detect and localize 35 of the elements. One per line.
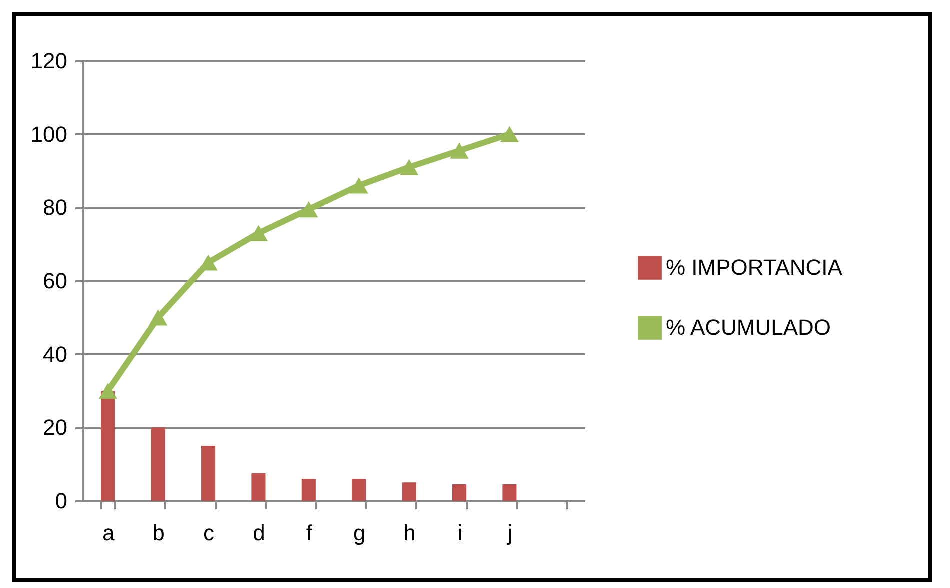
bar <box>151 428 166 501</box>
bar <box>101 391 116 501</box>
y-tick-label: 20 <box>43 415 68 440</box>
y-tick-label: 120 <box>30 48 68 74</box>
bar <box>502 484 517 501</box>
point <box>450 142 469 159</box>
bar <box>201 446 216 501</box>
x-tick-label: d <box>253 520 266 546</box>
y-tick-label: 60 <box>43 268 68 294</box>
bar <box>252 474 266 501</box>
point <box>500 126 520 142</box>
bar <box>352 479 366 501</box>
x-tick-label: b <box>152 520 165 546</box>
x-tick-label: j <box>506 520 513 546</box>
bar <box>452 484 467 501</box>
y-tick-label: 100 <box>30 122 68 147</box>
x-tick-label: h <box>404 520 416 546</box>
point <box>98 382 118 400</box>
point <box>400 159 419 176</box>
bar <box>302 479 316 501</box>
point <box>249 225 268 242</box>
point <box>148 310 168 326</box>
x-tick-label: a <box>102 520 116 546</box>
x-tick-label: i <box>458 520 462 546</box>
legend-label: % ACUMULADO <box>666 315 832 340</box>
x-tick-label: g <box>353 520 366 546</box>
legend-label: % IMPORTANCIA <box>666 255 843 280</box>
point <box>350 178 368 194</box>
point <box>300 201 318 218</box>
y-tick-label: 40 <box>43 342 68 367</box>
bar <box>402 482 416 501</box>
x-tick-label: f <box>306 520 314 546</box>
y-tick-label: 80 <box>43 195 68 220</box>
x-tick-label: c <box>204 520 214 546</box>
y-tick-label: 0 <box>55 488 68 514</box>
